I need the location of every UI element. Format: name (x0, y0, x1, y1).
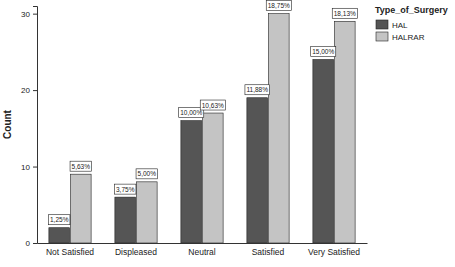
bar (49, 228, 70, 243)
y-tick-mark (33, 90, 37, 91)
bar (247, 98, 268, 243)
data-label-text: 15,00% (312, 48, 334, 55)
bar (202, 113, 223, 243)
x-axis: Not Satisfied Displeased Neutral Satisfied V… (38, 243, 368, 257)
y-tick-label: 20 (21, 86, 30, 95)
y-tick-mark (33, 167, 37, 168)
data-label: 18,75% (266, 1, 291, 11)
legend-title: Type_of_Surgery (375, 5, 448, 15)
data-label-box (136, 169, 157, 179)
data-label-text: 1,25% (50, 216, 69, 223)
chart: 0 10 20 30 Not Satisfied Displeased Neutral Sat… (0, 0, 455, 267)
data-label-box (332, 8, 357, 18)
plot: 0 10 20 30 Not Satisfied Displeased Neutral Sat… (21, 1, 367, 257)
x-tick: Very Satisfied (308, 243, 360, 257)
data-label-text: 5,00% (138, 170, 157, 177)
bar (334, 21, 355, 243)
x-tick: Not Satisfied (46, 243, 94, 257)
data-label-text: 10,00% (180, 109, 202, 116)
x-tick-label: Neutral (188, 247, 216, 257)
bar (313, 60, 334, 243)
y-tick: 20 (21, 86, 37, 95)
legend-swatch (376, 32, 388, 41)
legend: Type_of_Surgery HAL HALRAR (375, 5, 448, 42)
data-label-box (70, 161, 91, 171)
legend-label: HALRAR (392, 33, 425, 42)
data-label-text: 10,63% (202, 102, 224, 109)
y-tick-label: 10 (21, 163, 30, 172)
data-label: 3,75% (115, 184, 136, 194)
bar (70, 174, 91, 243)
legend-label: HAL (392, 21, 408, 30)
data-label: 11,88% (245, 85, 270, 95)
data-label-box (245, 85, 270, 95)
data-labels: 1,25% 3,75% 10,00% 11,88% 15,00% 5,63% 5,00% 10… (49, 1, 358, 225)
y-tick: 0 (26, 239, 37, 248)
bar (181, 121, 202, 243)
data-label-box (311, 47, 336, 57)
data-label: 1,25% (49, 215, 70, 225)
data-label-box (115, 184, 136, 194)
data-label: 15,00% (311, 47, 336, 57)
data-label-text: 5,63% (72, 163, 91, 170)
bar (115, 197, 136, 243)
y-tick-mark (33, 14, 37, 15)
y-tick-mark (33, 243, 37, 244)
data-label-text: 18,75% (268, 2, 290, 9)
data-label: 5,63% (70, 161, 91, 171)
y-axis-title: Count (2, 109, 13, 139)
y-tick: 30 (21, 10, 37, 19)
y-axis: 0 10 20 30 (21, 7, 37, 249)
data-label-box (200, 100, 225, 110)
data-label-text: 18,13% (334, 10, 356, 17)
y-axis-line (33, 7, 38, 244)
x-tick: Displeased (115, 243, 157, 257)
y-tick-label: 0 (26, 239, 31, 248)
x-axis-line (38, 243, 368, 244)
data-label: 10,63% (200, 100, 225, 110)
y-tick-label: 30 (21, 10, 30, 19)
data-label-box (266, 1, 291, 11)
bars (49, 14, 355, 243)
bar (136, 182, 157, 243)
data-label-text: 3,75% (116, 186, 135, 193)
data-label-text: 11,88% (246, 86, 268, 93)
x-tick-label: Displeased (115, 247, 157, 257)
data-label: 18,13% (332, 8, 357, 18)
legend-swatch (376, 20, 388, 29)
x-tick-label: Very Satisfied (308, 247, 360, 257)
data-label: 5,00% (136, 169, 157, 179)
x-tick: Neutral (188, 243, 216, 257)
data-label-box (49, 215, 70, 225)
x-tick-label: Satisfied (252, 247, 285, 257)
bar (268, 14, 289, 243)
y-tick: 10 (21, 163, 37, 172)
x-tick-label: Not Satisfied (46, 247, 94, 257)
x-tick: Satisfied (252, 243, 285, 257)
